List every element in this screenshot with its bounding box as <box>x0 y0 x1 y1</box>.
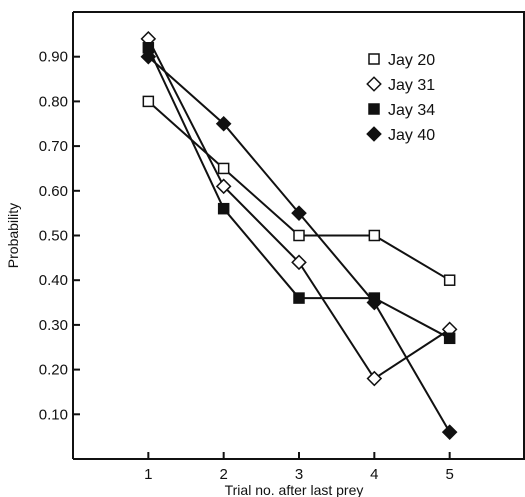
x-tick-label: 4 <box>370 466 378 483</box>
legend-label: Jay 20 <box>388 52 435 69</box>
data-point <box>293 292 305 304</box>
legend-marker <box>366 76 382 92</box>
data-point <box>217 162 230 175</box>
data-point <box>443 274 456 286</box>
y-axis-title: Probability <box>5 203 21 268</box>
data-point <box>140 48 157 65</box>
series-group <box>140 31 458 440</box>
y-tick-label: 0.10 <box>39 406 68 423</box>
data-point <box>217 202 230 215</box>
data-point <box>366 370 383 387</box>
legend-marker <box>368 53 380 65</box>
y-tick-label: 0.20 <box>39 362 68 379</box>
data-point <box>368 229 381 242</box>
legend-marker <box>368 103 380 115</box>
y-tick-label: 0.70 <box>39 138 68 155</box>
y-tick-label: 0.30 <box>39 317 68 334</box>
legend-label: Jay 40 <box>388 127 435 144</box>
legend-label: Jay 34 <box>388 102 435 119</box>
y-tick-label: 0.60 <box>39 183 68 200</box>
x-tick-label: 3 <box>295 466 303 483</box>
y-axis-ticks: 0.10 0.20 0.30 0.40 0.50 0.60 0.70 0.80 0.90 <box>39 49 80 423</box>
x-axis-title: Trial no. after last prey <box>225 482 364 497</box>
data-point <box>215 115 232 132</box>
legend-marker <box>366 126 382 142</box>
x-tick-label: 1 <box>144 466 152 483</box>
series-4 <box>140 48 458 440</box>
x-tick-label: 5 <box>445 466 453 483</box>
y-tick-label: 0.80 <box>39 93 68 110</box>
data-point <box>441 424 458 440</box>
y-tick-label: 0.40 <box>39 272 68 289</box>
data-point <box>293 229 305 242</box>
data-point <box>142 95 155 108</box>
data-point <box>215 178 232 195</box>
series-1 <box>142 95 456 286</box>
data-point <box>443 332 456 345</box>
x-axis-ticks: 1 2 3 4 5 <box>144 452 454 483</box>
x-tick-label: 2 <box>219 466 227 483</box>
legend-label: Jay 31 <box>388 77 435 94</box>
data-point <box>291 254 307 271</box>
legend: Jay 20 Jay 31 Jay 34 Jay 40 <box>366 52 435 144</box>
data-point <box>291 205 307 221</box>
y-tick-label: 0.50 <box>39 228 68 245</box>
y-tick-label: 0.90 <box>39 49 68 66</box>
data-point <box>366 294 383 311</box>
